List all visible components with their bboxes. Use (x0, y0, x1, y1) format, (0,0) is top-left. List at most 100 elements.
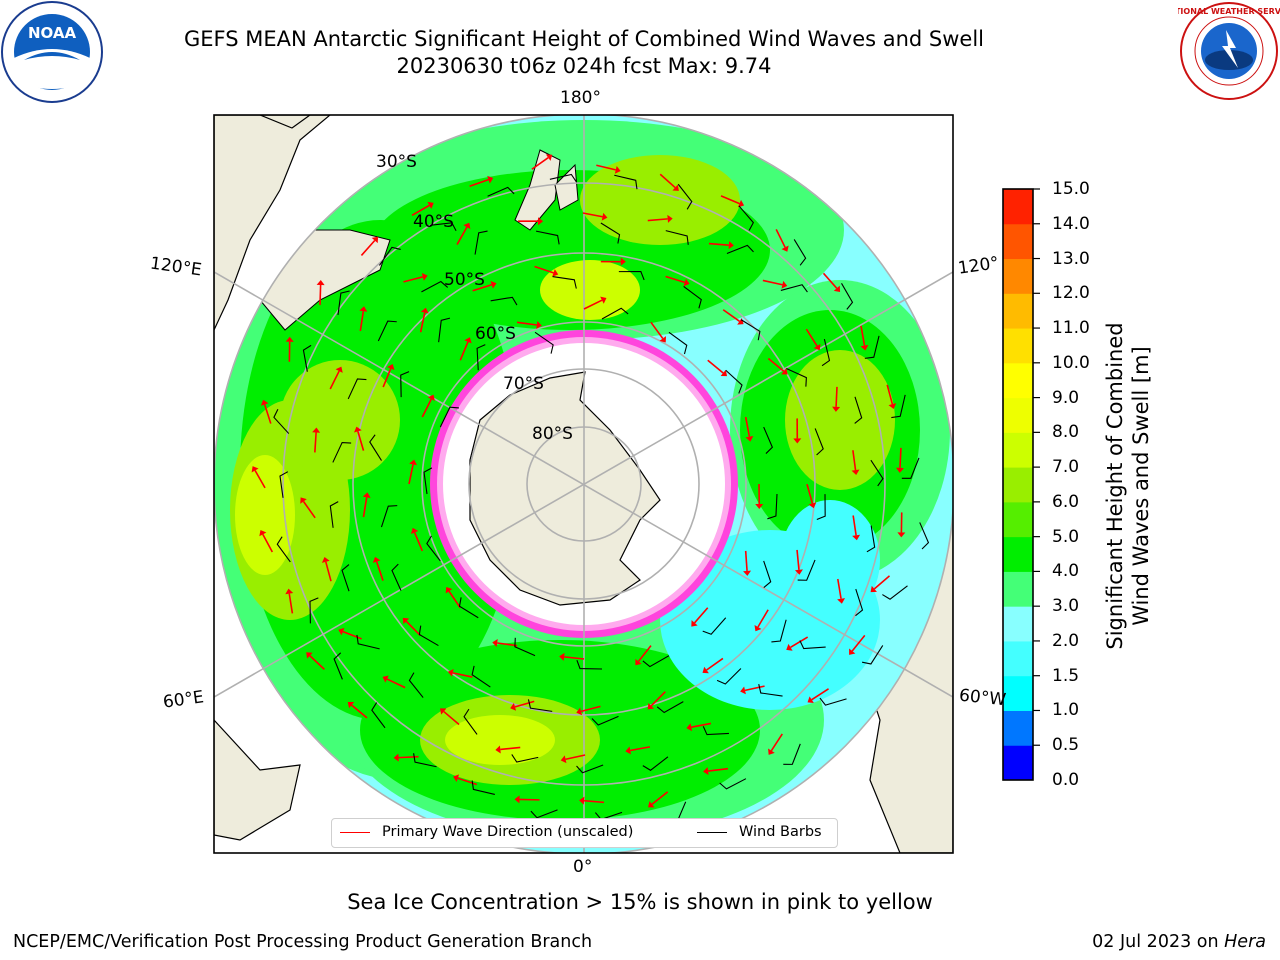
wave-arrow (767, 357, 785, 372)
wave-arrow (534, 265, 554, 274)
wind-barb (391, 563, 402, 591)
noaa-logo-text: NOAA (28, 24, 77, 42)
wave-arrow-head (832, 406, 841, 412)
wind-barb (487, 186, 515, 197)
wind-barb (866, 525, 876, 553)
wave-arrow-head (647, 703, 655, 710)
wind-barb (677, 183, 693, 210)
wave-arrow (472, 284, 492, 292)
wave-arrow-head (421, 273, 428, 281)
wind-barb (716, 668, 742, 685)
wave-arrow (899, 447, 902, 468)
land-australia (214, 115, 331, 331)
wave-arrow (665, 275, 685, 284)
wave-arrow (822, 272, 838, 289)
wave-arrow-head (382, 675, 389, 683)
wave-arrow-head (463, 222, 471, 230)
wave-arrow-head (354, 426, 362, 433)
wind-barb (276, 536, 291, 563)
legend-item-barbs: Wind Barbs (739, 824, 822, 840)
wave-arrow (262, 533, 274, 553)
wind-barb (901, 457, 920, 479)
colorbar-tick-label: 1.5 (1052, 665, 1080, 686)
colorbar-segment (1003, 223, 1033, 260)
wave-arrow (359, 311, 365, 332)
wave-arrow-head (620, 257, 626, 266)
wave-arrow (405, 620, 421, 637)
wave-arrow-head (316, 279, 325, 286)
wind-barb (471, 780, 495, 795)
wave-arrow (707, 359, 724, 374)
wave-arrow-head (860, 344, 869, 351)
lon-label-bottom: 0° (573, 857, 593, 877)
wave-arrow-head (851, 469, 860, 475)
wave-arrow (659, 173, 676, 189)
colorbar-tick-label: 1.0 (1052, 700, 1080, 721)
wave-arrow (325, 561, 332, 582)
wave-arrow-head (745, 435, 754, 442)
colorbar-segment (1003, 675, 1033, 711)
wave-arrow (744, 550, 748, 571)
lat-label-40: 40°S (413, 212, 454, 232)
wave-arrow (762, 279, 783, 286)
wave-arrow (448, 590, 461, 609)
wave-arrow (382, 368, 392, 388)
lat-label-30: 30°S (376, 152, 417, 172)
land-antarctica (469, 371, 661, 606)
wave-arrow (582, 212, 603, 218)
wave-arrow-head (409, 459, 418, 466)
wave-arrow-head (579, 796, 585, 805)
wind-barb (476, 344, 486, 371)
wave-arrow-head (393, 753, 399, 762)
wave-arrow-head (445, 587, 453, 594)
wave-arrow-head (870, 585, 877, 593)
wave-arrow-head (536, 321, 542, 329)
wave-arrow-head (614, 165, 621, 174)
wave-arrow-head (487, 175, 494, 184)
wave-arrow (707, 767, 729, 772)
wave-arrow (452, 672, 473, 678)
wave-arrow-head (833, 285, 841, 293)
wave-arrow-head (453, 774, 460, 783)
wave-arrow (351, 704, 368, 719)
colorbar-tick-label: 14.0 (1052, 213, 1090, 234)
colorbar-segment (1003, 606, 1033, 642)
wind-barb (642, 756, 669, 771)
wind-barb (814, 428, 824, 456)
wind-barb (864, 335, 880, 359)
wave-arrow-head (728, 241, 734, 250)
wave-arrow-head (686, 723, 693, 732)
wind-barb (490, 296, 518, 306)
wave-arrow-head (538, 217, 544, 226)
wave-arrow-head (601, 212, 608, 221)
colorbar-tick-label: 2.0 (1052, 630, 1080, 651)
wave-arrow-head (312, 427, 321, 433)
lat-label-50: 50°S (444, 270, 485, 290)
wave-arrow-head (251, 466, 259, 473)
colorbar-tick-label: 9.0 (1052, 387, 1080, 408)
wind-barb (423, 467, 433, 495)
wave-arrow (288, 593, 294, 614)
wind-barb (600, 222, 621, 244)
wave-arrow (744, 416, 751, 437)
colorbar-segment (1003, 640, 1033, 677)
wind-barb (426, 535, 441, 562)
wave-arrow (319, 284, 322, 305)
colorbar-tick-label: 13.0 (1052, 248, 1090, 269)
lat-label-80: 80°S (532, 424, 573, 444)
wave-arrow-head (338, 627, 345, 636)
wind-barb (458, 597, 479, 619)
wave-arrow (650, 691, 666, 707)
title-line-1: GEFS MEAN Antarctic Significant Height o… (183, 27, 985, 51)
wind-barb (725, 369, 743, 394)
wind-barb (377, 320, 397, 342)
wind-barb (471, 665, 491, 688)
colorbar-segment (1003, 710, 1033, 746)
wave-arrow-head (576, 707, 583, 716)
wave-arrow (693, 607, 709, 624)
wind-barb (870, 459, 884, 487)
wave-arrow (796, 549, 800, 570)
wave-arrow-head (306, 652, 313, 659)
colorbar-tick-label: 5.0 (1052, 526, 1080, 547)
wave-arrow (722, 309, 740, 322)
